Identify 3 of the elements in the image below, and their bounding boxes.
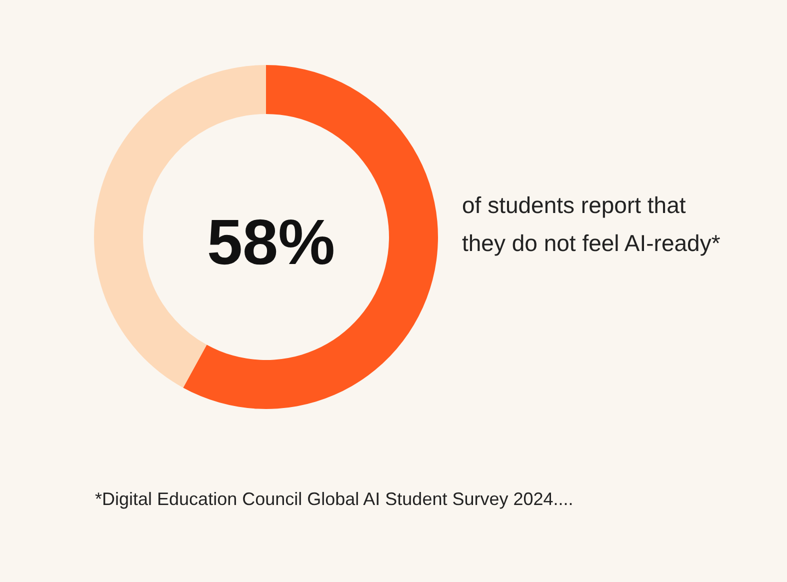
text: 58% xyxy=(206,206,336,278)
text: *Digital Education Council Global AI Student Survey 2024.... xyxy=(95,489,574,509)
text: of students report that they do not feel AI-ready* xyxy=(462,192,720,256)
